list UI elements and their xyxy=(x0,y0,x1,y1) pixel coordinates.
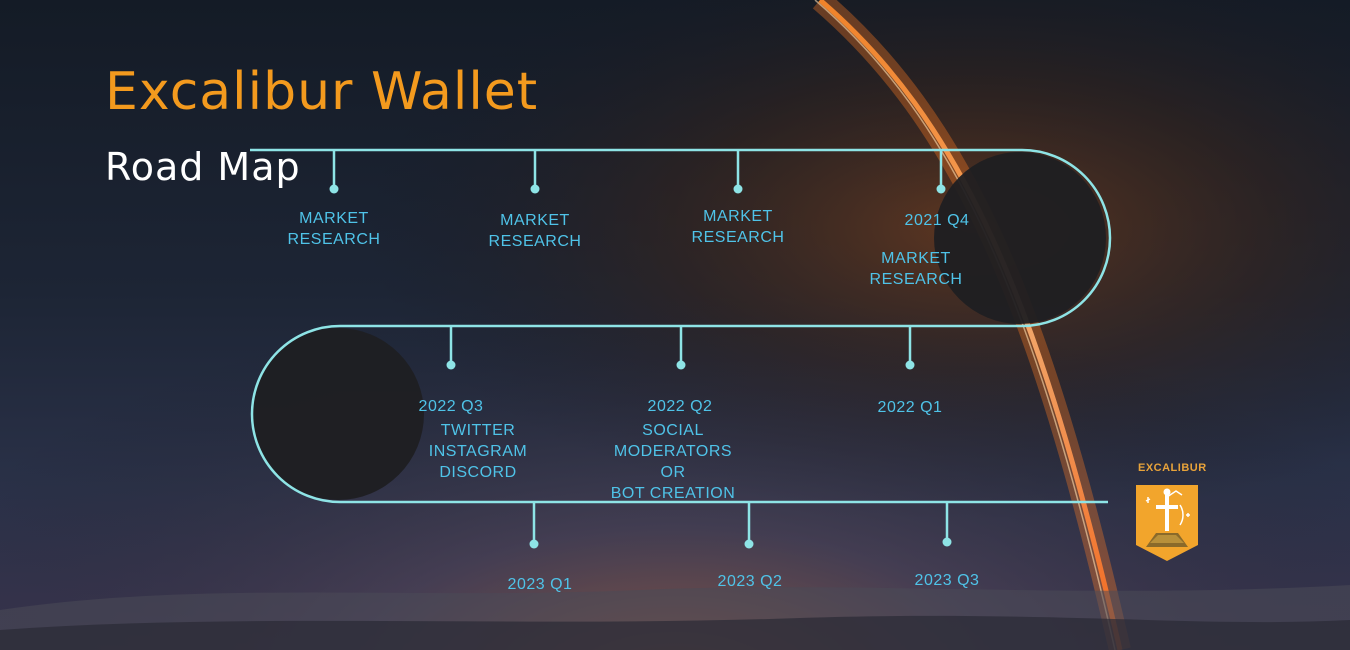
milestone-date: 2023 Q3 xyxy=(914,572,980,589)
milestone-text: INSTAGRAM xyxy=(428,443,528,460)
logo-text: EXCALIBUR xyxy=(1138,462,1207,474)
milestone-date: 2022 Q2 xyxy=(647,398,713,415)
tick-dot xyxy=(446,360,456,370)
milestone-text: DISCORD xyxy=(439,464,517,481)
milestone-text: RESEARCH xyxy=(488,233,582,250)
turn-disc-right xyxy=(934,152,1106,324)
milestone-label: SOCIAL MODERATORS OR BOT CREATION xyxy=(611,420,736,504)
milestone-date: 2021 Q4 xyxy=(904,212,970,229)
tick-dot xyxy=(936,184,946,194)
milestone-text: BOT CREATION xyxy=(610,485,736,502)
milestone-text: SOCIAL xyxy=(642,422,704,439)
milestone-text: MODERATORS xyxy=(613,443,733,460)
milestone-label: TWITTER INSTAGRAM DISCORD xyxy=(429,420,527,483)
milestone-text: RESEARCH xyxy=(287,231,381,248)
tick-dot xyxy=(942,537,952,547)
milestone-text: RESEARCH xyxy=(869,271,963,288)
page-title: Excalibur Wallet xyxy=(105,62,539,122)
milestone-label: MARKET RESEARCH xyxy=(870,248,963,290)
tick-dot xyxy=(529,539,539,549)
milestone-text: MARKET xyxy=(703,208,773,225)
milestone-label: MARKET RESEARCH xyxy=(288,208,381,250)
milestone-label: MARKET RESEARCH xyxy=(489,210,582,252)
tick-dot xyxy=(905,360,915,370)
row3-ticks xyxy=(529,502,952,549)
tick-dot xyxy=(744,539,754,549)
milestone-text: OR xyxy=(660,464,686,481)
milestone-date: 2023 Q2 xyxy=(717,573,783,590)
tick-dot xyxy=(733,184,743,194)
milestone-text: MARKET xyxy=(881,250,951,267)
tick-dot xyxy=(530,184,540,194)
milestone-text: MARKET xyxy=(500,212,570,229)
milestone-text: RESEARCH xyxy=(691,229,785,246)
milestone-text: MARKET xyxy=(299,210,369,227)
tick-dot xyxy=(329,184,339,194)
row1-ticks xyxy=(329,150,946,194)
tick-dot xyxy=(676,360,686,370)
milestone-date: 2022 Q3 xyxy=(418,398,484,415)
milestone-text: TWITTER xyxy=(440,422,516,439)
milestone-date: 2022 Q1 xyxy=(877,399,943,416)
milestone-label: MARKET RESEARCH xyxy=(692,206,785,248)
page-subtitle: Road Map xyxy=(105,145,301,189)
turn-disc-left xyxy=(252,328,424,500)
row2-ticks xyxy=(446,326,915,370)
sword-in-stone-icon xyxy=(1136,485,1198,561)
milestone-date: 2023 Q1 xyxy=(507,576,573,593)
